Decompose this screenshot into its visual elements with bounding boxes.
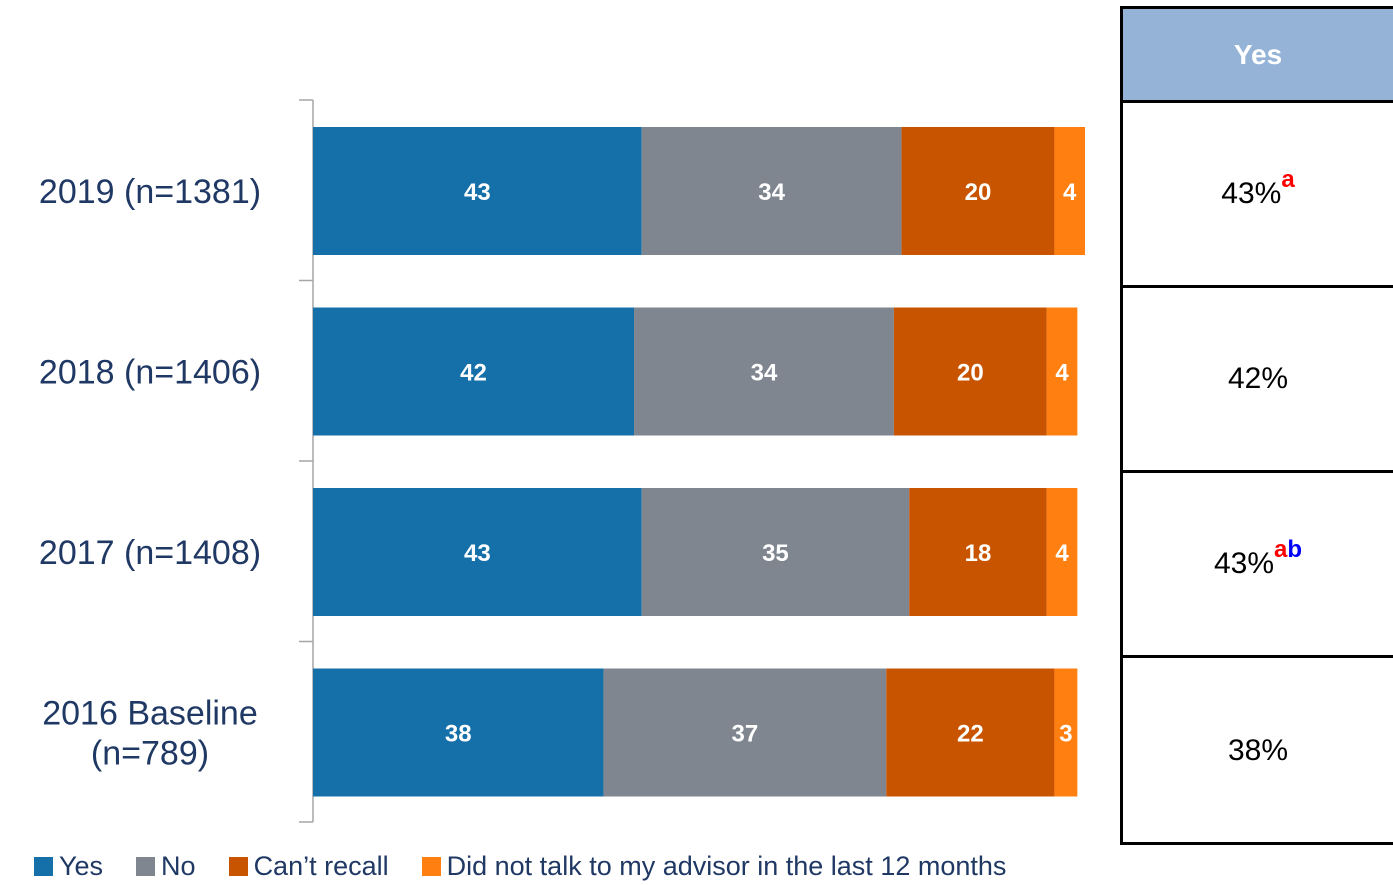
legend-item-no: No	[136, 851, 196, 882]
table-value: 43%	[1221, 177, 1282, 210]
bar-segment	[909, 488, 1047, 616]
legend-swatch	[421, 856, 441, 876]
bar-segment	[313, 488, 642, 616]
bar-segment	[1054, 127, 1085, 255]
data-label: 34	[758, 179, 785, 206]
data-label: 43	[464, 540, 491, 567]
data-label: 4	[1055, 360, 1069, 387]
table-cell-2019: 43% a	[1123, 103, 1393, 288]
category-label: 2016 Baseline	[42, 695, 258, 733]
data-label: 20	[965, 179, 992, 206]
category-label: 2019 (n=1381)	[39, 173, 261, 211]
legend-item-cant-recall: Can’t recall	[228, 850, 389, 882]
data-label: 4	[1063, 179, 1077, 206]
bar-segment	[1054, 668, 1078, 797]
table-cell-2016: 38%	[1123, 658, 1393, 843]
legend-swatch	[34, 856, 53, 876]
legend-label: No	[161, 850, 196, 881]
bar-segment	[886, 668, 1055, 797]
bar-segment	[313, 307, 635, 436]
yes-summary-table: Yes 43% a 42% 43% a b 38%	[1120, 6, 1393, 845]
table-cell-2017: 43% a b	[1123, 473, 1393, 658]
category-label: (n=789)	[91, 735, 209, 773]
significance-marker-b: b	[1287, 536, 1303, 563]
bar-segment	[893, 307, 1047, 436]
data-label: 4	[1055, 540, 1069, 567]
data-label: 3	[1059, 721, 1072, 748]
significance-marker-a: a	[1274, 536, 1288, 563]
data-label: 20	[957, 360, 984, 387]
legend-item-did-not-talk: Did not talk to my advisor in the last 1…	[421, 850, 1007, 882]
chart-legend: Yes No Can’t recall Did not talk to my a…	[34, 848, 1039, 884]
legend-item-yes: Yes	[34, 851, 103, 882]
data-label: 34	[751, 360, 778, 387]
data-label: 22	[957, 721, 984, 748]
legend-swatch	[136, 856, 156, 876]
bar-segment	[641, 127, 902, 255]
bar-segment	[313, 127, 642, 255]
data-label: 18	[965, 540, 992, 567]
category-label: 2017 (n=1408)	[39, 534, 261, 572]
table-header: Yes	[1123, 9, 1393, 103]
bar-segment	[1046, 488, 1078, 616]
table-value: 38%	[1227, 733, 1289, 767]
significance-marker-a: a	[1281, 166, 1295, 193]
data-label: 42	[460, 360, 487, 387]
bar-segment	[313, 668, 604, 797]
bar-segment	[603, 668, 887, 797]
legend-label: Yes	[59, 850, 104, 881]
bar-segment	[641, 488, 910, 616]
bar-segment	[901, 127, 1055, 255]
legend-label: Can’t recall	[253, 850, 389, 881]
table-value: 42%	[1227, 362, 1289, 395]
legend-label: Did not talk to my advisor in the last 1…	[446, 850, 1007, 881]
data-label: 43	[464, 179, 491, 206]
data-label: 38	[445, 721, 472, 748]
data-label: 35	[762, 540, 789, 567]
data-label: 37	[732, 721, 759, 748]
legend-swatch	[228, 856, 248, 876]
bar-segment	[1046, 307, 1078, 436]
bar-segment	[634, 307, 894, 436]
category-label: 2018 (n=1406)	[39, 354, 261, 392]
table-value: 43%	[1213, 547, 1274, 580]
table-cell-2018: 42%	[1123, 288, 1393, 473]
